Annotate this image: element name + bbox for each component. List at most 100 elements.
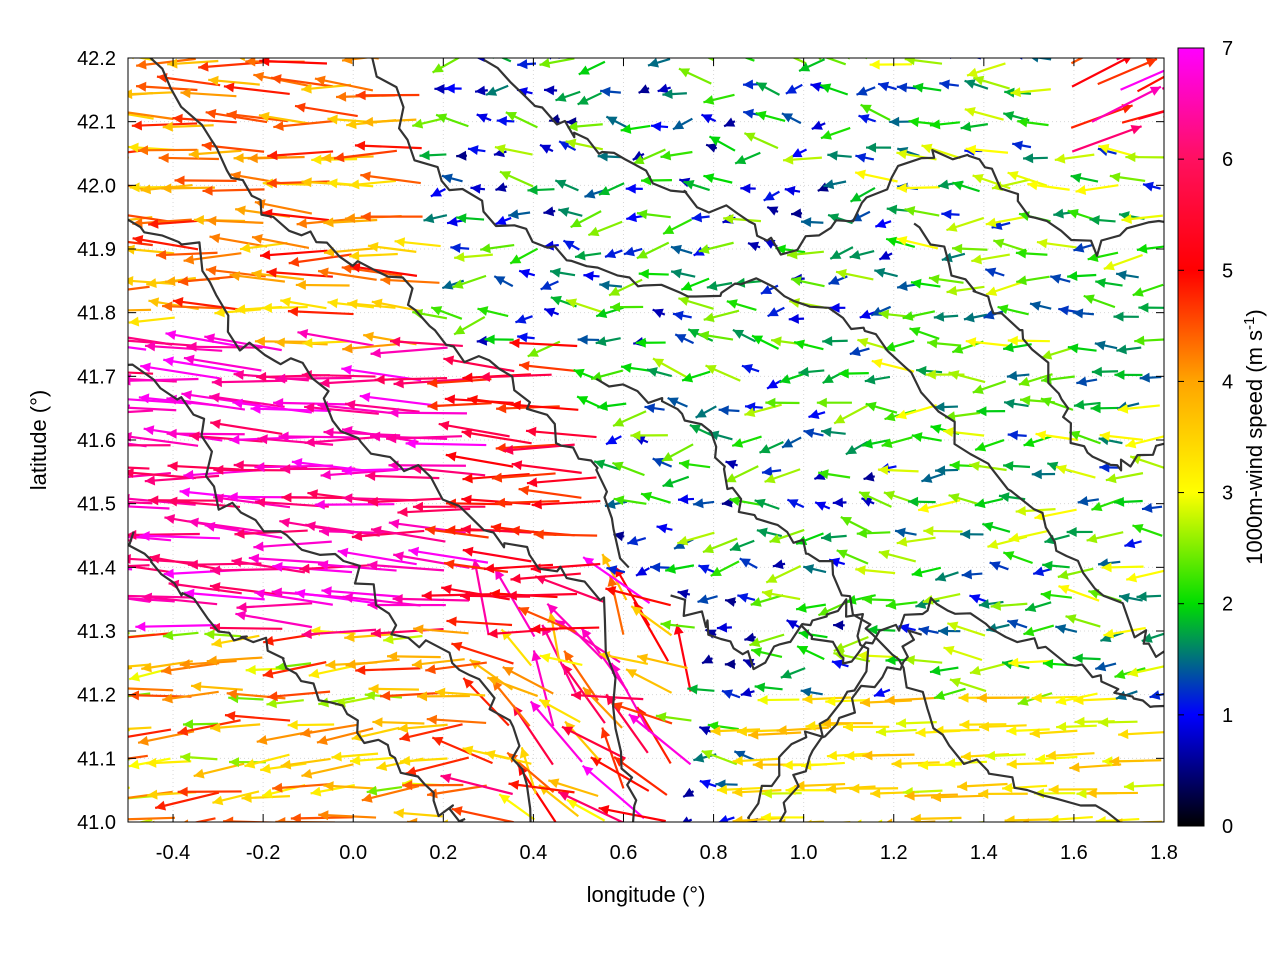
wind-arrow: [1095, 277, 1123, 288]
x-tick-label: 0.2: [429, 842, 457, 864]
wind-arrow: [710, 560, 740, 577]
wind-arrow: [997, 304, 1029, 316]
wind-arrow: [301, 628, 377, 640]
wind-arrow: [365, 58, 379, 60]
wind-arrow: [136, 58, 155, 62]
wind-arrow: [426, 714, 487, 725]
wind-arrow: [754, 498, 780, 510]
wind-arrow: [833, 620, 845, 631]
wind-arrow: [1091, 498, 1122, 512]
x-tick-label: -0.2: [246, 842, 280, 864]
wind-arrow: [721, 689, 741, 699]
wind-arrow: [729, 539, 755, 552]
wind-arrow: [965, 337, 1009, 348]
wind-arrow: [380, 690, 443, 701]
wind-arrow: [781, 436, 802, 449]
wind-arrow: [944, 411, 981, 422]
wind-arrow: [529, 700, 583, 763]
wind-arrow: [539, 58, 575, 68]
wind-arrow: [380, 275, 440, 286]
wind-arrow: [527, 184, 555, 195]
wind-arrow: [254, 199, 313, 215]
wind-arrow: [460, 524, 532, 535]
wind-arrow: [250, 403, 332, 414]
wind-arrow: [989, 561, 1009, 571]
wind-arrow: [397, 723, 448, 734]
wind-arrow: [1003, 460, 1031, 471]
wind-arrow: [280, 757, 331, 770]
wind-arrow: [499, 170, 534, 188]
wind-arrow: [355, 90, 420, 101]
wind-arrow: [446, 616, 513, 627]
wind-arrow: [1134, 335, 1164, 346]
wind-arrow: [718, 405, 740, 416]
wind-arrow: [820, 427, 846, 438]
wind-arrow: [811, 120, 826, 131]
wind-arrow: [462, 546, 532, 563]
wind-arrow: [732, 755, 781, 766]
wind-arrow: [706, 280, 733, 291]
wind-arrow: [817, 58, 847, 66]
wind-arrow: [791, 208, 803, 219]
wind-arrow: [304, 435, 380, 448]
wind-arrow: [819, 83, 849, 96]
wind-arrow: [910, 813, 962, 822]
terrain-contour: [128, 363, 532, 822]
wind-arrow: [884, 695, 939, 706]
wind-arrow: [864, 374, 891, 385]
wind-arrow: [682, 787, 695, 798]
x-tick-label: 0.8: [700, 842, 728, 864]
wind-arrow: [413, 624, 469, 635]
wind-arrow: [798, 629, 828, 640]
wind-arrow: [943, 645, 983, 662]
wind-arrow: [234, 528, 308, 539]
wind-arrow: [751, 334, 780, 350]
wind-arrow: [677, 589, 691, 599]
wind-arrow: [1071, 58, 1131, 88]
wind-arrow: [183, 588, 265, 601]
wind-arrow: [620, 58, 649, 59]
wind-arrow: [1118, 592, 1143, 603]
terrain-contour: [371, 58, 1164, 658]
wind-arrow: [992, 238, 1028, 253]
wind-arrow: [131, 120, 198, 131]
wind-arrow: [1139, 372, 1162, 383]
wind-arrow: [1017, 117, 1049, 128]
wind-arrow: [149, 553, 222, 571]
wind-arrow: [590, 369, 624, 382]
wind-arrow: [976, 406, 1006, 417]
wind-arrow: [557, 791, 625, 822]
wind-arrow: [70, 89, 124, 99]
wind-arrow: [565, 298, 603, 314]
wind-arrow: [750, 594, 784, 607]
wind-arrow: [889, 116, 912, 127]
wind-arrow: [1116, 58, 1124, 61]
wind-arrow: [858, 490, 892, 508]
wind-arrow: [855, 565, 896, 576]
wind-arrow: [1091, 85, 1162, 123]
wind-arrow: [779, 371, 808, 384]
wind-arrow: [1125, 152, 1164, 163]
wind-arrow: [438, 420, 510, 438]
wind-arrow: [128, 690, 192, 701]
wind-arrow: [128, 276, 173, 287]
wind-arrow: [258, 823, 305, 833]
wind-arrow: [509, 247, 539, 265]
wind-arrow: [174, 175, 237, 186]
wind-arrow: [526, 476, 597, 488]
wind-arrow: [786, 249, 824, 260]
wind-arrow: [345, 658, 400, 670]
wind-arrow: [691, 212, 710, 223]
wind-arrow: [128, 687, 174, 692]
wind-arrow: [861, 594, 895, 605]
wind-arrow: [927, 338, 962, 349]
wind-arrow: [1073, 399, 1101, 410]
wind-arrow: [766, 379, 782, 390]
wind-arrow: [136, 58, 196, 70]
wind-arrow: [820, 126, 851, 140]
wind-arrow: [294, 102, 358, 118]
wind-arrow: [1101, 562, 1144, 573]
wind-arrow: [1018, 373, 1053, 387]
wind-arrow: [288, 253, 352, 267]
wind-arrow: [574, 250, 602, 261]
